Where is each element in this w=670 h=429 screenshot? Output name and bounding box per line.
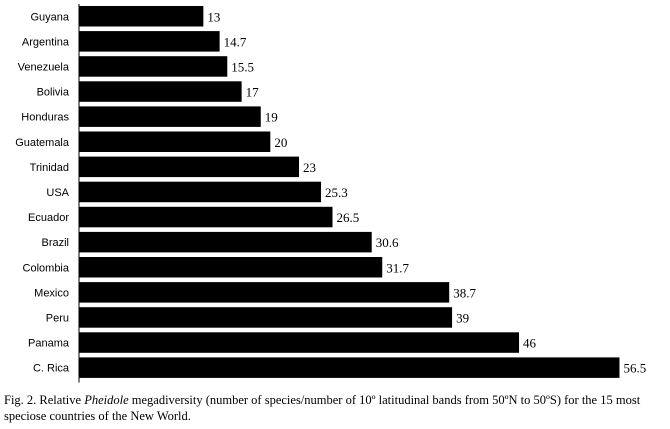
- category-label: Colombia: [23, 262, 70, 274]
- value-label: 17: [246, 85, 260, 100]
- value-label: 26.5: [336, 210, 359, 225]
- bar: [79, 56, 228, 77]
- value-label: 30.6: [376, 235, 399, 250]
- caption-genus: Pheidole: [84, 393, 129, 407]
- category-label: Argentina: [22, 36, 70, 48]
- bar: [79, 357, 620, 378]
- value-label: 38.7: [453, 285, 476, 300]
- value-label: 46: [523, 336, 537, 351]
- category-label: USA: [46, 187, 69, 199]
- category-label: Venezuela: [18, 61, 70, 73]
- category-label: C. Rica: [33, 363, 70, 375]
- figure-caption: Fig. 2. Relative Pheidole megadiversity …: [4, 392, 668, 424]
- category-label: Bolivia: [37, 87, 70, 99]
- value-label: 20: [274, 135, 287, 150]
- category-label: Honduras: [21, 112, 69, 124]
- value-label: 39: [456, 310, 469, 325]
- value-label: 13: [207, 9, 220, 24]
- category-label: Ecuador: [28, 212, 69, 224]
- value-label: 25.3: [325, 185, 348, 200]
- bar: [79, 231, 372, 253]
- bar: [79, 282, 450, 303]
- bar-chart: Guyana 13 Argentina 14.7 Venezuela 15.5 Bolivi…: [15, 4, 646, 383]
- category-label: Brazil: [41, 237, 69, 249]
- bar: [79, 206, 333, 228]
- bar: [79, 106, 261, 127]
- caption-suffix: megadiversity (number of species/number …: [4, 393, 641, 423]
- category-label: Guyana: [30, 11, 69, 23]
- bar: [79, 31, 220, 52]
- category-label: Mexico: [34, 287, 69, 299]
- bar: [79, 307, 453, 328]
- bar: [79, 6, 204, 27]
- category-label: Peru: [46, 312, 69, 324]
- bar: [79, 181, 322, 203]
- category-label: Guatemala: [15, 137, 70, 149]
- bar: [79, 257, 383, 278]
- bar: [79, 332, 520, 353]
- category-label: Trinidad: [30, 162, 69, 174]
- value-label: 23: [303, 160, 316, 175]
- value-label: 31.7: [386, 260, 409, 275]
- value-label: 15.5: [231, 59, 254, 74]
- bar: [79, 131, 271, 152]
- category-label: Panama: [28, 338, 70, 350]
- bar: [79, 156, 300, 178]
- caption-prefix: Fig. 2. Relative: [4, 393, 85, 407]
- value-label: 19: [265, 110, 278, 125]
- bar: [79, 81, 242, 102]
- value-label: 14.7: [224, 34, 247, 49]
- value-label: 56.5: [623, 361, 646, 376]
